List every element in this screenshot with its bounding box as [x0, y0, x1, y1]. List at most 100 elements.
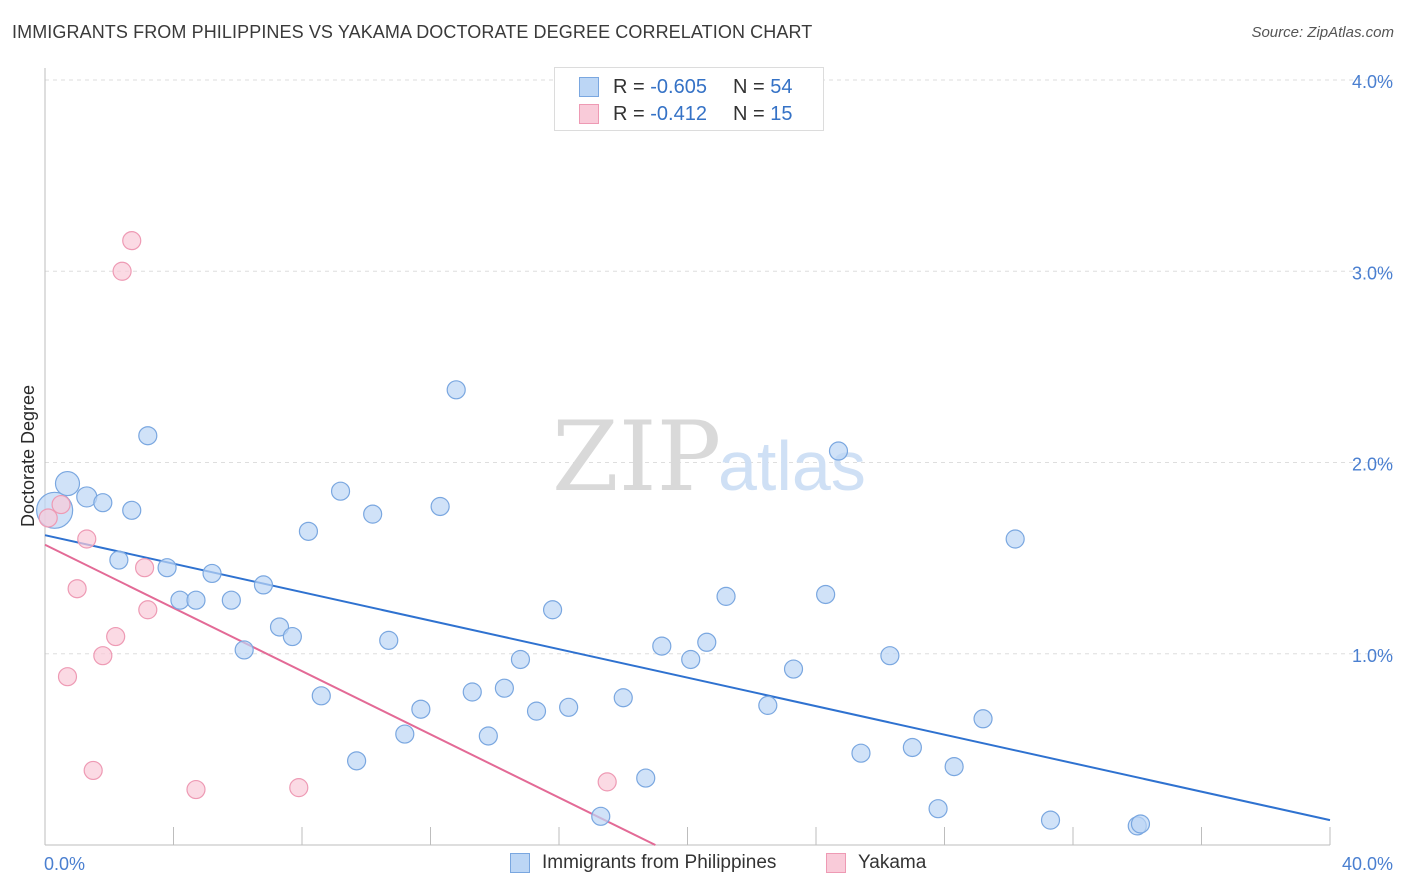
- trend-line-philippines: [44, 534, 1331, 822]
- point-philippines: [494, 678, 514, 698]
- legend-swatch-philippines: [579, 77, 599, 97]
- legend-r-value: -0.605: [650, 75, 707, 98]
- point-philippines: [510, 649, 531, 670]
- point-philippines: [973, 709, 993, 729]
- legend-r-philippines: R = -0.605: [613, 76, 733, 99]
- grid-lines: [45, 79, 1394, 655]
- point-philippines: [311, 686, 331, 706]
- y-tick-label: 3.0%: [1352, 263, 1393, 283]
- point-yakama: [38, 508, 58, 528]
- watermark-zip: ZIP: [552, 401, 721, 513]
- legend-r-yakama: R = -0.412: [613, 103, 733, 126]
- point-philippines: [379, 630, 399, 650]
- legend-r-label: R =: [613, 102, 645, 125]
- point-philippines: [542, 600, 563, 620]
- point-philippines: [234, 640, 254, 660]
- point-philippines: [363, 504, 383, 524]
- legend-r-value: -0.412: [650, 102, 707, 125]
- series-legend: Immigrants from Philippines Yakama: [0, 852, 1406, 878]
- correlation-legend: R = -0.605 N = 54 R = -0.412 N = 15: [554, 67, 824, 131]
- legend-n-label: N =: [733, 102, 765, 125]
- source-label: Source: ZipAtlas.com: [1251, 24, 1394, 41]
- series-label-philippines: Immigrants from Philippines: [542, 852, 777, 873]
- point-yakama: [67, 579, 87, 599]
- legend-r-label: R =: [613, 75, 645, 98]
- point-philippines: [613, 688, 633, 708]
- trend-line-yakama: [44, 543, 656, 846]
- point-philippines: [944, 756, 964, 777]
- legend-row-yakama: R = -0.412 N = 15: [579, 103, 793, 125]
- point-philippines: [93, 493, 113, 513]
- point-philippines: [1040, 810, 1061, 830]
- point-philippines: [109, 550, 129, 570]
- legend-n-philippines: N = 54: [733, 76, 793, 99]
- point-yakama: [138, 600, 158, 620]
- legend-row-philippines: R = -0.605 N = 54: [579, 76, 793, 98]
- point-philippines: [430, 496, 450, 517]
- point-philippines: [526, 701, 547, 721]
- point-philippines: [269, 617, 290, 637]
- series-swatch-philippines: [510, 853, 530, 873]
- point-philippines: [1130, 814, 1151, 834]
- series-swatch-yakama: [826, 853, 846, 873]
- point-philippines: [202, 563, 222, 584]
- legend-n-label: N =: [733, 75, 765, 98]
- point-philippines: [681, 649, 701, 670]
- point-yakama: [93, 646, 113, 666]
- point-philippines: [828, 441, 849, 461]
- legend-n-value: 54: [770, 75, 793, 98]
- point-philippines: [253, 575, 274, 595]
- point-philippines: [697, 632, 717, 652]
- point-yakama: [186, 779, 206, 800]
- point-philippines: [880, 646, 900, 666]
- y-tick-label: 1.0%: [1352, 646, 1393, 666]
- point-philippines: [54, 470, 81, 497]
- point-yakama: [122, 231, 142, 251]
- legend-swatch-yakama: [579, 104, 599, 124]
- point-philippines: [783, 659, 804, 679]
- point-yakama: [106, 626, 126, 647]
- point-philippines: [221, 590, 241, 610]
- point-philippines: [411, 699, 431, 719]
- legend-n-yakama: N = 15: [733, 103, 793, 126]
- point-philippines: [1005, 529, 1025, 549]
- point-yakama: [597, 772, 617, 792]
- point-philippines: [816, 584, 836, 605]
- point-yakama: [289, 778, 309, 798]
- point-philippines: [928, 799, 948, 819]
- point-philippines: [138, 426, 158, 446]
- series-legend-yakama[interactable]: Yakama: [826, 852, 926, 874]
- point-yakama: [112, 261, 132, 281]
- point-philippines: [758, 695, 778, 715]
- point-philippines: [395, 724, 415, 744]
- point-yakama: [83, 760, 103, 781]
- point-philippines: [298, 521, 319, 541]
- point-philippines: [122, 500, 142, 520]
- x-tick-label: 40.0%: [1342, 854, 1393, 874]
- chart-title: IMMIGRANTS FROM PHILIPPINES VS YAKAMA DO…: [12, 22, 813, 42]
- point-philippines: [851, 743, 871, 763]
- series-legend-philippines[interactable]: Immigrants from Philippines: [510, 852, 776, 874]
- x-tick-label: 0.0%: [44, 854, 85, 874]
- y-tick-label: 4.0%: [1352, 72, 1393, 92]
- watermark-atlas: atlas: [718, 427, 866, 505]
- y-tick-label: 2.0%: [1352, 455, 1393, 475]
- point-yakama: [51, 494, 71, 515]
- point-philippines: [559, 697, 579, 717]
- legend-n-value: 15: [770, 102, 793, 125]
- point-philippines: [636, 768, 656, 788]
- point-philippines: [478, 726, 498, 746]
- point-philippines: [716, 586, 736, 606]
- point-yakama: [77, 529, 97, 549]
- point-philippines: [347, 751, 367, 771]
- point-philippines: [330, 481, 351, 501]
- point-philippines: [157, 558, 177, 578]
- series-label-yakama: Yakama: [858, 852, 927, 873]
- point-philippines: [591, 806, 611, 826]
- point-philippines: [282, 626, 302, 647]
- point-philippines: [186, 590, 206, 610]
- point-yakama: [134, 558, 155, 578]
- point-yakama: [57, 667, 78, 687]
- data-points: [36, 231, 1151, 836]
